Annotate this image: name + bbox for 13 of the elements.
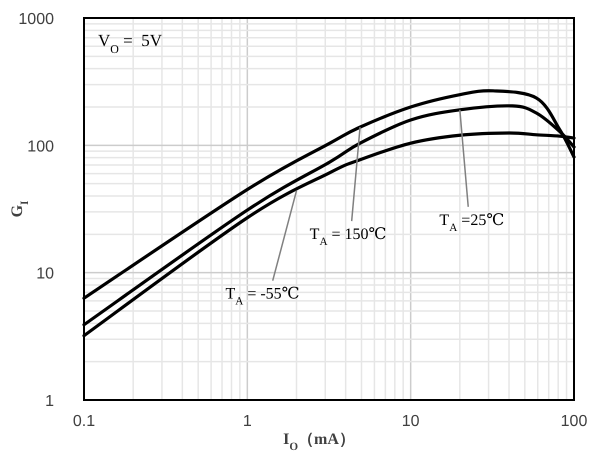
ytick: 1000 xyxy=(18,11,54,28)
annotation: T$_{A}$ = 150℃ xyxy=(310,226,386,248)
ytick: 10 xyxy=(36,266,54,283)
ytick: 1 xyxy=(45,393,54,410)
xtick: 10 xyxy=(402,413,420,430)
annotation: V$_{O}$ = 5V xyxy=(98,31,162,56)
annotation: T$_{A}$ = -55℃ xyxy=(225,286,300,308)
annotation: T$_{A}$ =25℃ xyxy=(439,212,504,234)
xtick: 0.1 xyxy=(72,413,96,430)
xtick: 1 xyxy=(242,413,252,430)
xtick: 100 xyxy=(560,413,588,430)
xlabel: I$_{O}$（mA） xyxy=(283,431,355,453)
ytick: 100 xyxy=(27,138,54,156)
